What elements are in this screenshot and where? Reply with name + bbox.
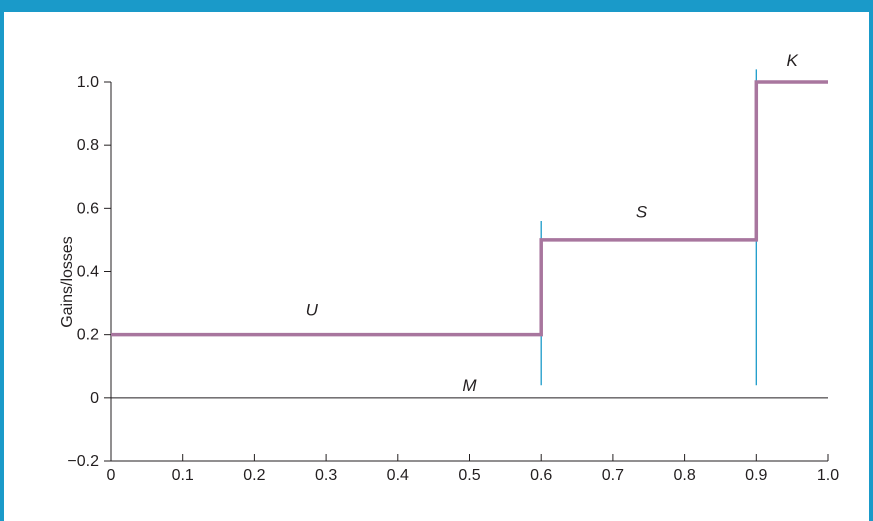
y-tick-label: 1.0 <box>77 74 99 91</box>
annotations: U M S K <box>306 51 799 395</box>
annotation-label-k: K <box>786 51 798 70</box>
y-tick-label: 0.4 <box>77 264 99 281</box>
x-tick-label: 0.3 <box>315 467 337 484</box>
annotation-label-s: S <box>636 202 648 221</box>
y-tick-label: 0.2 <box>77 327 99 344</box>
x-tick-label: 0.2 <box>243 467 265 484</box>
y-tick-label: 0.8 <box>77 137 99 154</box>
tick-labels: −0.2 0 0.2 0.4 0.6 0.8 1.0 0 0.1 0.2 0.3 0.4 0.5 0.6 0… <box>67 74 839 484</box>
step-series-line <box>111 80 828 337</box>
y-tick-label: 0.6 <box>77 200 99 217</box>
annotation-label-u: U <box>306 300 319 319</box>
axes <box>104 81 829 462</box>
annotation-label-m: M <box>462 376 477 395</box>
y-tick-label: −0.2 <box>67 453 99 470</box>
x-tick-label: 0.9 <box>745 467 767 484</box>
x-tick-label: 1.0 <box>817 467 839 484</box>
x-tick-label: 0.4 <box>387 467 409 484</box>
x-tick-label: 0 <box>107 467 116 484</box>
vertical-markers <box>540 69 757 386</box>
x-tick-label: 0.7 <box>602 467 624 484</box>
x-tick-label: 0.5 <box>458 467 480 484</box>
x-tick-label: 0.6 <box>530 467 552 484</box>
y-axis-title: Gains/losses <box>59 236 76 328</box>
step-chart: −0.2 0 0.2 0.4 0.6 0.8 1.0 0 0.1 0.2 0.3 0.4 0.5 0.6 0… <box>59 51 839 484</box>
x-tick-label: 0.8 <box>673 467 695 484</box>
y-tick-label: 0 <box>90 390 99 407</box>
x-tick-label: 0.1 <box>172 467 194 484</box>
series-layer <box>111 80 828 337</box>
